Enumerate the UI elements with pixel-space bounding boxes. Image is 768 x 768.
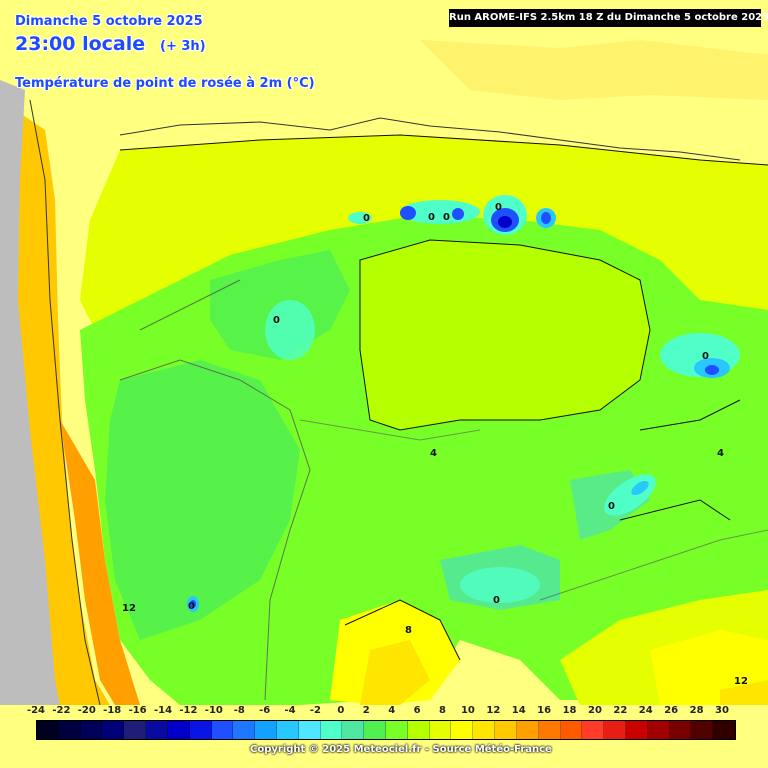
legend-swatch — [124, 721, 147, 739]
legend-tick-label: 14 — [511, 705, 526, 716]
legend-tick-label: 8 — [439, 705, 446, 716]
legend-tick-label: -2 — [309, 705, 322, 716]
legend-swatch — [669, 721, 692, 739]
legend-tick-label: -12 — [179, 705, 198, 716]
legend-tick-label: -6 — [259, 705, 271, 716]
contour-label-0c: 0 — [443, 212, 450, 223]
contour-label-8: 8 — [405, 625, 412, 636]
legend-swatch — [189, 721, 212, 739]
legend-swatch — [386, 721, 408, 739]
legend-tick-label: -4 — [284, 705, 296, 716]
legend-tick-label: 0 — [337, 705, 345, 716]
contour-label-0e: 0 — [273, 315, 280, 326]
legend-swatch — [276, 721, 299, 739]
legend-swatch — [713, 721, 735, 739]
contour-label-0i: 0 — [188, 601, 195, 612]
legend-swatch — [146, 721, 168, 739]
contour-label-0h: 0 — [493, 595, 500, 606]
legend-tick-label: -10 — [204, 705, 223, 716]
legend-swatch — [233, 721, 256, 739]
legend-swatch — [538, 721, 561, 739]
legend-tick-label: -22 — [52, 705, 71, 716]
legend-labels: -24 -22 -20 -18 -16 -14 -12 -10 -8 -6 -4 -2 0 2 4 6 8 10 1… — [27, 705, 748, 719]
legend-swatch — [167, 721, 190, 739]
legend-swatch — [255, 721, 277, 739]
legend-tick-label: -24 — [26, 705, 46, 716]
contour-label-0d: 0 — [495, 202, 502, 213]
color-legend — [36, 720, 736, 740]
legend-swatch — [80, 721, 103, 739]
legend-swatch — [625, 721, 648, 739]
legend-swatch — [407, 721, 430, 739]
legend-swatch — [211, 721, 234, 739]
legend-swatch — [582, 721, 605, 739]
legend-tick-label: -8 — [233, 705, 245, 716]
legend-swatch — [451, 721, 474, 739]
forecast-lead: (+ 3h) — [160, 39, 206, 54]
legend-tick-label: 4 — [388, 705, 396, 716]
legend-tick-label: 22 — [613, 705, 628, 716]
forecast-date: Dimanche 5 octobre 2025 — [15, 14, 203, 29]
legend-swatch — [37, 721, 59, 739]
parameter-title: Température de point de rosée à 2m (°C) — [15, 76, 315, 91]
contour-label-4b: 4 — [717, 448, 724, 459]
contour-label-0b: 0 — [428, 212, 435, 223]
legend-tick-label: 20 — [587, 705, 602, 716]
contour-label-0g: 0 — [608, 501, 615, 512]
legend-swatch — [691, 721, 714, 739]
contour-label-4a: 4 — [430, 448, 437, 459]
legend-swatch — [495, 721, 517, 739]
legend-tick-label: -16 — [128, 705, 147, 716]
legend-swatch — [298, 721, 321, 739]
legend-swatch — [647, 721, 670, 739]
contour-label-12b: 12 — [734, 676, 748, 687]
legend-tick-label: 10 — [460, 705, 475, 716]
legend-tick-label: -14 — [153, 705, 173, 716]
legend-swatch — [58, 721, 81, 739]
legend-swatch — [560, 721, 583, 739]
legend-tick-label: 28 — [689, 705, 704, 716]
legend-tick-label: 24 — [638, 705, 653, 716]
legend-tick-label: -20 — [77, 705, 96, 716]
legend-tick-label: 6 — [413, 705, 421, 716]
legend-swatch — [342, 721, 365, 739]
copyright: Copyright © 2025 Meteociel.fr - Source M… — [250, 744, 552, 755]
legend-tick-label: 18 — [562, 705, 577, 716]
contour-label-0f: 0 — [702, 351, 709, 362]
legend-tick-label: 30 — [715, 705, 729, 716]
legend-swatch — [364, 721, 386, 739]
ocean-area — [0, 80, 60, 705]
legend-swatch — [516, 721, 539, 739]
legend-tick-label: 12 — [486, 705, 501, 716]
contour-label-12a: 12 — [122, 603, 136, 614]
contour-label-0a: 0 — [363, 213, 370, 224]
legend-swatch — [429, 721, 452, 739]
legend-swatch — [604, 721, 626, 739]
run-info: Run AROME-IFS 2.5km 18 Z du Dimanche 5 o… — [449, 9, 768, 27]
legend-swatch — [473, 721, 496, 739]
forecast-time: 23:00 locale — [15, 33, 146, 55]
legend-swatch — [320, 721, 343, 739]
legend-tick-label: -18 — [103, 705, 122, 716]
legend-tick-label: 26 — [664, 705, 679, 716]
legend-tick-label: 2 — [362, 705, 370, 716]
legend-tick-label: 16 — [537, 705, 552, 716]
legend-swatch — [102, 721, 125, 739]
